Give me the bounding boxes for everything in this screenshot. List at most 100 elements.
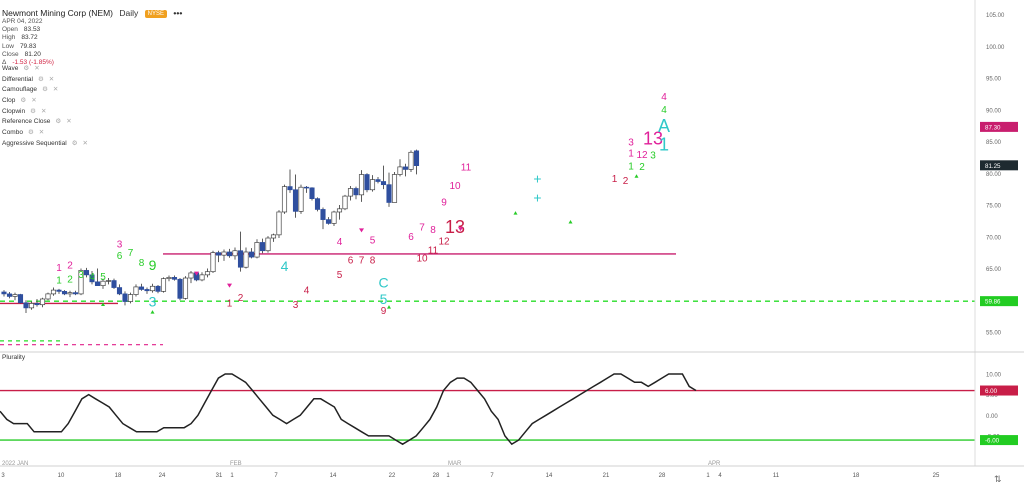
- candle-up: [105, 280, 112, 282]
- candle-down: [34, 303, 40, 306]
- indicator-aggressive-sequential[interactable]: Aggressive Sequential ⚙ ✕: [2, 139, 88, 147]
- indicator-camouflage[interactable]: Camouflage ⚙ ✕: [2, 86, 59, 94]
- gear-icon[interactable]: ⚙: [42, 86, 48, 94]
- candle-up: [182, 277, 189, 299]
- close-icon[interactable]: ✕: [31, 97, 37, 105]
- buy-setup-arrow: [150, 310, 155, 314]
- price-badge-label: 81.25: [985, 163, 1001, 170]
- candle-down: [122, 293, 128, 302]
- candle-up: [100, 280, 106, 286]
- candle-down: [111, 280, 117, 288]
- annotation-label: 3: [293, 300, 299, 311]
- annotation-label: 3: [149, 294, 157, 310]
- time-tick-label: FEB: [230, 461, 242, 467]
- candle-down: [94, 281, 101, 286]
- close-value: 81.20: [24, 50, 41, 58]
- candle-up: [188, 272, 194, 279]
- annotation-label: 3: [650, 151, 656, 162]
- annotation-label: 4: [281, 258, 289, 274]
- gear-icon[interactable]: ⚙: [37, 75, 44, 83]
- time-tick-label: 1: [706, 473, 710, 479]
- price-badge-label: 87.30: [985, 124, 1001, 131]
- gear-icon[interactable]: ⚙: [55, 118, 62, 126]
- candle-up: [12, 294, 18, 297]
- candle-up: [39, 298, 46, 306]
- annotation-label: 8: [430, 225, 436, 236]
- ohlc-date: APR 04, 2022: [2, 18, 43, 25]
- candle-up: [204, 271, 211, 276]
- sell-setup-arrow: [227, 283, 232, 288]
- candle-up: [347, 188, 354, 197]
- more-menu-icon[interactable]: •••: [173, 8, 183, 18]
- plurality-tick-label: 0.00: [986, 414, 998, 420]
- symbol-title[interactable]: Newmont Mining Corp (NEM): [2, 8, 113, 18]
- candle-down: [375, 179, 381, 182]
- interval-label[interactable]: Daily: [119, 8, 139, 18]
- candle-down: [6, 293, 13, 297]
- price-tick-label: 55.00: [986, 331, 1002, 337]
- change-label: Δ: [2, 59, 7, 67]
- annotation-label: 12: [636, 150, 648, 161]
- annotation-label: 2: [238, 293, 244, 304]
- annotation-label: +: [533, 189, 541, 205]
- gear-icon[interactable]: ⚙: [20, 97, 27, 105]
- gear-icon[interactable]: ⚙: [27, 129, 34, 137]
- candle-down: [314, 198, 321, 210]
- time-tick-label: 1: [230, 473, 234, 479]
- candle-down: [402, 166, 409, 170]
- annotation-label: 2: [67, 261, 73, 272]
- close-icon[interactable]: ✕: [34, 65, 40, 72]
- candle-up: [336, 208, 343, 213]
- candle-down: [83, 270, 90, 276]
- candle-down: [116, 287, 123, 295]
- gear-icon[interactable]: ⚙: [30, 107, 36, 115]
- gear-icon[interactable]: ⚙: [71, 139, 78, 147]
- indicator-combo[interactable]: Combo ⚙ ✕: [2, 129, 45, 137]
- annotation-label: 5: [380, 291, 388, 307]
- sell-setup-arrow: [458, 227, 463, 232]
- annotation-label: 8: [370, 255, 376, 266]
- candle-up: [265, 237, 271, 252]
- candle-down: [226, 251, 233, 257]
- annotation-label: 2: [623, 176, 629, 187]
- gear-icon[interactable]: ⚙: [23, 65, 30, 72]
- candle-down: [320, 209, 326, 220]
- scale-toggle-icon[interactable]: ⇅: [994, 474, 1002, 484]
- open-value: 83.53: [23, 26, 41, 34]
- indicator-clopwin[interactable]: Clopwin ⚙ ✕: [2, 107, 47, 115]
- high-value: 83.72: [21, 34, 38, 42]
- candle-down: [248, 251, 255, 258]
- indicator-wave[interactable]: Wave ⚙ ✕: [2, 65, 40, 72]
- annotation-label: 5: [370, 236, 376, 247]
- price-badge: [980, 296, 1018, 307]
- close-icon[interactable]: ✕: [38, 129, 45, 137]
- time-tick-label: MAR: [448, 461, 462, 467]
- change-value: -1.53 (-1.85%): [12, 59, 54, 67]
- close-icon[interactable]: ✕: [82, 139, 88, 147]
- time-tick-label: 18: [115, 473, 122, 479]
- plurality-tick-label: 10.00: [986, 373, 1002, 379]
- candle-down: [61, 291, 68, 295]
- annotation-label: 10: [416, 254, 428, 265]
- close-icon[interactable]: ✕: [66, 118, 72, 126]
- indicator-clop[interactable]: Clop ⚙ ✕: [2, 97, 37, 105]
- indicator-reference-close[interactable]: Reference Close ⚙ ✕: [2, 118, 72, 126]
- candle-down: [237, 250, 244, 268]
- indicator-differential[interactable]: Differential ⚙ ✕: [2, 75, 55, 83]
- close-icon[interactable]: ✕: [48, 75, 55, 83]
- open-label: Open: [2, 26, 18, 34]
- annotation-label: 7: [419, 222, 425, 233]
- close-icon[interactable]: ✕: [40, 107, 47, 115]
- close-icon[interactable]: ✕: [52, 86, 59, 94]
- price-tick-label: 90.00: [986, 108, 1002, 114]
- buy-setup-arrow: [101, 302, 105, 307]
- time-tick-label: 18: [853, 473, 860, 479]
- time-tick-label: 7: [490, 473, 494, 479]
- candle-up: [397, 166, 403, 175]
- high-label: High: [2, 34, 16, 42]
- price-badge: [980, 160, 1018, 171]
- candle-up: [45, 293, 51, 300]
- sell-setup-arrow: [359, 228, 364, 233]
